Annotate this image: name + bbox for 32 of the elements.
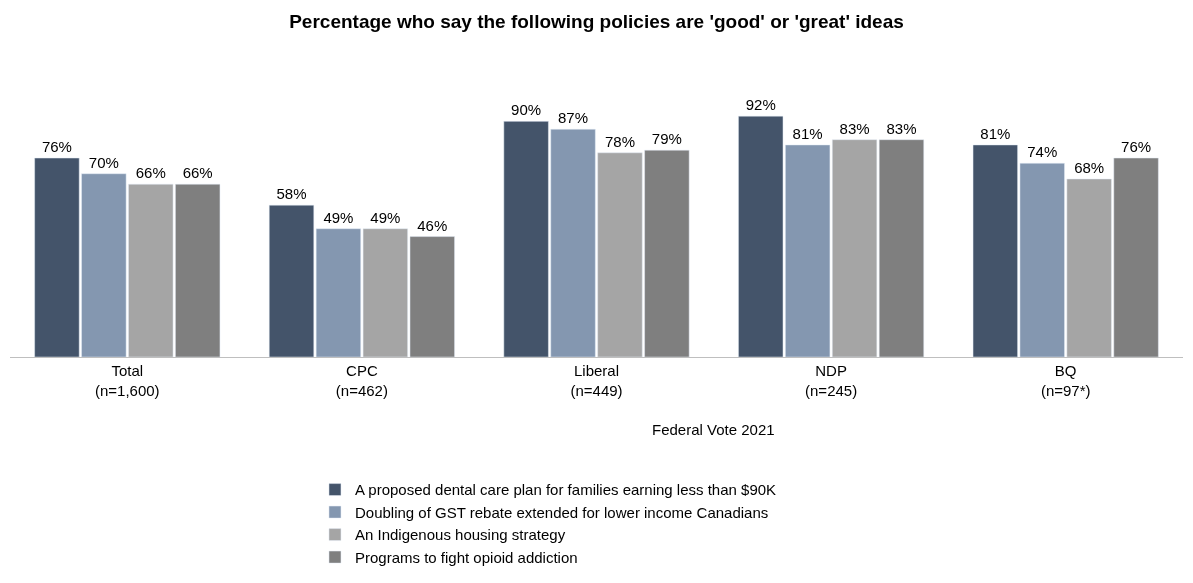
x-tick-label: Liberal (n=449) — [570, 362, 623, 399]
data-label: 90% — [511, 101, 542, 119]
legend-label: An Indigenous housing strategy — [354, 526, 566, 544]
data-label: 81% — [980, 124, 1011, 142]
bar — [268, 204, 315, 357]
text: Federal Vote 2021 — [652, 421, 775, 438]
data-label: 81% — [792, 124, 823, 142]
data-label: 49% — [370, 208, 401, 226]
legend-label: Doubling of GST rebate extended for lower income Canadians — [354, 503, 769, 521]
legend-label: Programs to fight opioid addiction — [354, 548, 578, 566]
data-label: 49% — [323, 208, 354, 226]
data-label: 92% — [745, 96, 776, 114]
data-label: 74% — [1027, 143, 1058, 161]
x-tick-label: NDP (n=245) — [805, 362, 858, 399]
data-label: 66% — [135, 164, 166, 182]
data-label: 70% — [88, 153, 119, 171]
x-tick-label: CPC (n=462) — [335, 362, 388, 399]
legend-label: A proposed dental care plan for families earning less than $90K — [354, 481, 777, 499]
data-label: 58% — [276, 185, 307, 203]
data-label: 46% — [417, 216, 448, 234]
data-label: 68% — [1074, 158, 1105, 176]
data-label: 87% — [558, 109, 589, 127]
data-label: 76% — [41, 138, 72, 156]
x-tick-label: BQ (n=97*) — [1040, 362, 1091, 399]
data-label: 66% — [182, 164, 213, 182]
data-label: 83% — [839, 119, 870, 137]
chart-title: Percentage who say the following policies are 'good' or 'great' ideas — [289, 10, 904, 32]
data-label: 78% — [604, 132, 635, 150]
x-tick-label: Total (n=1,600) — [94, 362, 160, 399]
data-label: 79% — [651, 130, 682, 148]
data-label: 83% — [886, 119, 917, 137]
data-label: 76% — [1121, 138, 1152, 156]
